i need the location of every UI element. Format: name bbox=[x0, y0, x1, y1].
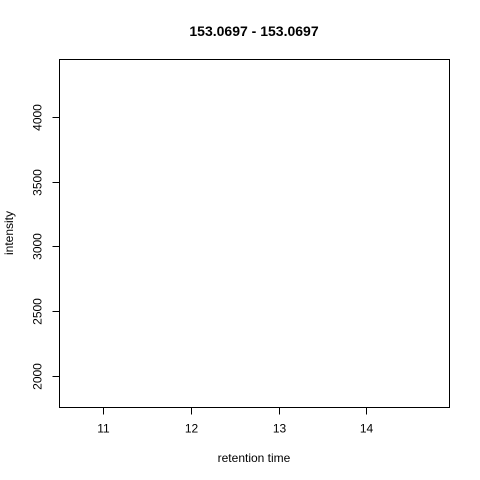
x-tick-label: 13 bbox=[273, 422, 287, 436]
x-tick-label: 11 bbox=[97, 422, 110, 436]
y-axis: 2000 2500 3000 3500 4000 bbox=[31, 104, 60, 390]
plot-area bbox=[59, 59, 450, 408]
x-axis-label: retention time bbox=[218, 451, 291, 465]
y-tick-label: 4000 bbox=[31, 104, 45, 131]
y-tick-label: 2000 bbox=[31, 363, 45, 390]
chart-title: 153.0697 - 153.0697 bbox=[189, 23, 318, 39]
x-axis: 11 12 13 14 bbox=[97, 407, 374, 436]
x-tick-label: 14 bbox=[360, 422, 374, 436]
y-tick-label: 3500 bbox=[31, 169, 45, 196]
y-tick-label: 2500 bbox=[31, 298, 45, 325]
y-tick-label: 3000 bbox=[31, 233, 45, 260]
x-tick-label: 12 bbox=[185, 422, 199, 436]
y-axis-label: intensity bbox=[2, 211, 16, 255]
